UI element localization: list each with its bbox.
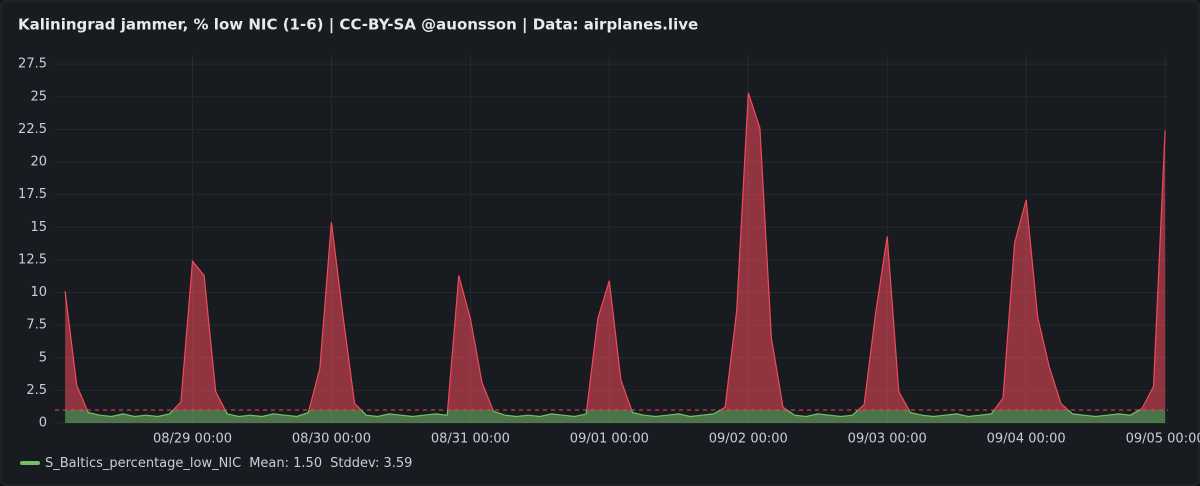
y-tick-label: 12.5 <box>18 252 47 267</box>
x-tick-label: 09/02 00:00 <box>709 432 788 447</box>
series-line <box>64 92 1166 418</box>
y-tick-label: 20 <box>30 155 47 170</box>
y-tick-label: 17.5 <box>18 187 47 202</box>
y-tick-label: 2.5 <box>26 383 47 398</box>
x-tick-label: 09/05 00:00 <box>1126 432 1200 447</box>
y-tick-label: 25 <box>30 89 47 104</box>
series-area <box>65 92 1166 424</box>
x-tick-label: 08/31 00:00 <box>431 432 510 447</box>
legend-part: Mean: 1.50 <box>249 456 322 471</box>
y-tick-label: 22.5 <box>18 122 47 137</box>
x-tick-label: 08/30 00:00 <box>292 432 371 447</box>
panel-title[interactable]: Kaliningrad jammer, % low NIC (1-6) | CC… <box>18 16 698 35</box>
x-tick-label: 09/01 00:00 <box>570 432 649 447</box>
x-tick-label: 08/29 00:00 <box>153 432 232 447</box>
x-tick-label: 09/03 00:00 <box>848 432 927 447</box>
y-tick-label: 27.5 <box>18 57 47 72</box>
y-tick-label: 5 <box>39 350 47 365</box>
x-tick-label: 09/04 00:00 <box>987 432 1066 447</box>
y-tick-label: 0 <box>39 416 47 431</box>
y-tick-label: 7.5 <box>26 318 47 333</box>
legend-part: S_Baltics_percentage_low_NIC <box>45 456 241 471</box>
legend-part: Stddev: 3.59 <box>330 456 412 471</box>
y-tick-label: 10 <box>30 285 47 300</box>
legend-label[interactable]: S_Baltics_percentage_low_NIC Mean: 1.50 St… <box>45 456 412 471</box>
y-tick-label: 15 <box>30 220 47 235</box>
